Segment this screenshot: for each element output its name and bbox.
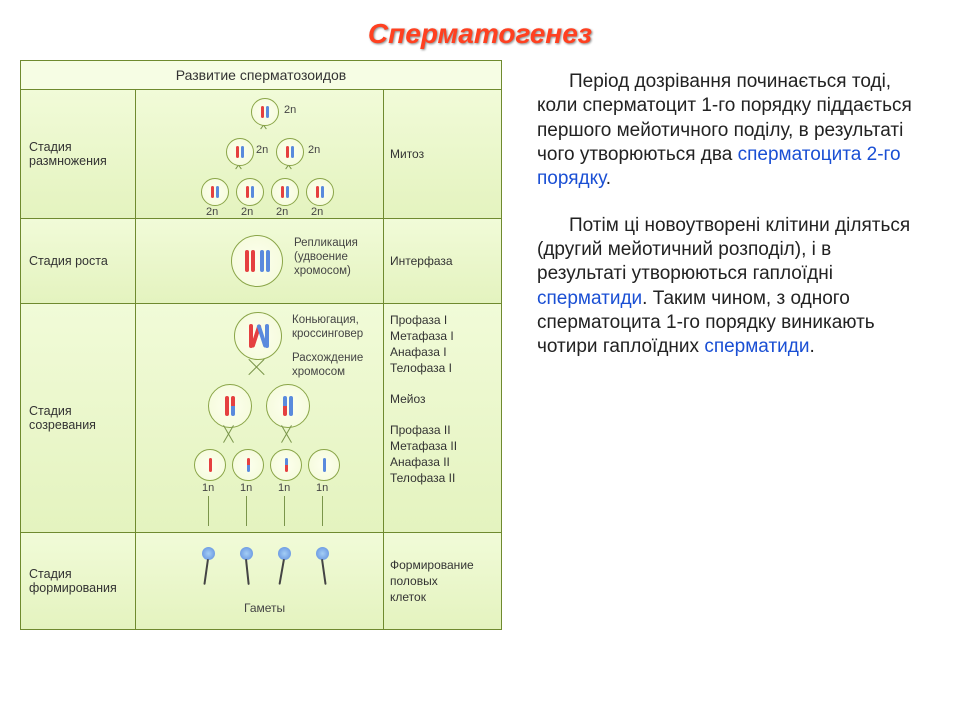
segregation-label: Расхождение хромосом (292, 352, 363, 380)
phase-label: Митоз (383, 90, 501, 218)
cell-icon (271, 178, 299, 206)
diagram-maturation: Коньюгация, кроссинговер Расхождение хро… (136, 304, 383, 532)
ploidy-label: 1n (202, 482, 214, 494)
content-area: Развитие сперматозоидов Стадия размножен… (0, 60, 960, 630)
cell-icon (226, 138, 254, 166)
cell-icon (201, 178, 229, 206)
ploidy-label: 1n (278, 482, 290, 494)
highlighted-term: сперматиди (537, 288, 642, 309)
text-segment: . (809, 336, 814, 357)
spermatogenesis-table: Развитие сперматозоидов Стадия размножен… (20, 60, 502, 630)
ploidy-label: 2n (284, 104, 296, 116)
spermatid-cell-icon (194, 449, 226, 481)
text-segment: . (606, 168, 611, 189)
phase-label: Интерфаза (383, 219, 501, 303)
secondary-cell-icon (266, 384, 310, 428)
big-cell-icon (231, 235, 283, 287)
cell-icon (236, 178, 264, 206)
replication-label: Репликация (удвоение хромосом) (294, 237, 358, 278)
explanation-text: Період дозрівання починається тоді, коли… (502, 60, 940, 630)
stage-label: Стадия размножения (21, 90, 136, 218)
ploidy-label: 2n (256, 144, 268, 156)
spermatid-cell-icon (308, 449, 340, 481)
ploidy-label: 1n (316, 482, 328, 494)
spermatid-cell-icon (270, 449, 302, 481)
paragraph: Потім ці новоутворені клітини діляться (… (537, 214, 925, 360)
highlighted-term: сперматиди (704, 336, 809, 357)
diagram-formation: Гаметы (136, 533, 383, 629)
row-formation: Стадия формирования Гамет (21, 533, 501, 629)
row-maturation: Стадия созревания Коньюгация, кроссингов… (21, 304, 501, 533)
crossover-label: Коньюгация, кроссинговер (292, 314, 363, 342)
ploidy-label: 2n (276, 206, 288, 218)
row-reproduction: Стадия размножения 2n 2n (21, 90, 501, 219)
secondary-cell-icon (208, 384, 252, 428)
ploidy-label: 2n (311, 206, 323, 218)
paragraph: Період дозрівання починається тоді, коли… (537, 70, 925, 192)
cell-icon (276, 138, 304, 166)
stage-label: Стадия формирования (21, 533, 136, 629)
cell-icon (306, 178, 334, 206)
crossover-cell-icon (234, 312, 282, 360)
spermatid-cell-icon (232, 449, 264, 481)
ploidy-label: 2n (308, 144, 320, 156)
diagram-growth: Репликация (удвоение хромосом) (136, 219, 383, 309)
stage-label: Стадия созревания (21, 304, 136, 532)
phase-label: Формирование половых клеток (383, 533, 501, 629)
ploidy-label: 2n (241, 206, 253, 218)
ploidy-label: 1n (240, 482, 252, 494)
ploidy-label: 2n (206, 206, 218, 218)
stage-label: Стадия роста (21, 219, 136, 303)
diagram-reproduction: 2n 2n 2n (136, 90, 383, 218)
table-header: Развитие сперматозоидов (21, 61, 501, 90)
cell-icon (251, 98, 279, 126)
gametes-label: Гаметы (244, 601, 285, 615)
row-growth: Стадия роста Репликация (удвоение хромос… (21, 219, 501, 304)
text-segment: Потім ці новоутворені клітини діляться (… (537, 215, 910, 285)
page-title: Сперматогенез (0, 0, 960, 60)
phase-label: Профаза I Метафаза I Анафаза I Телофаза … (383, 304, 501, 532)
